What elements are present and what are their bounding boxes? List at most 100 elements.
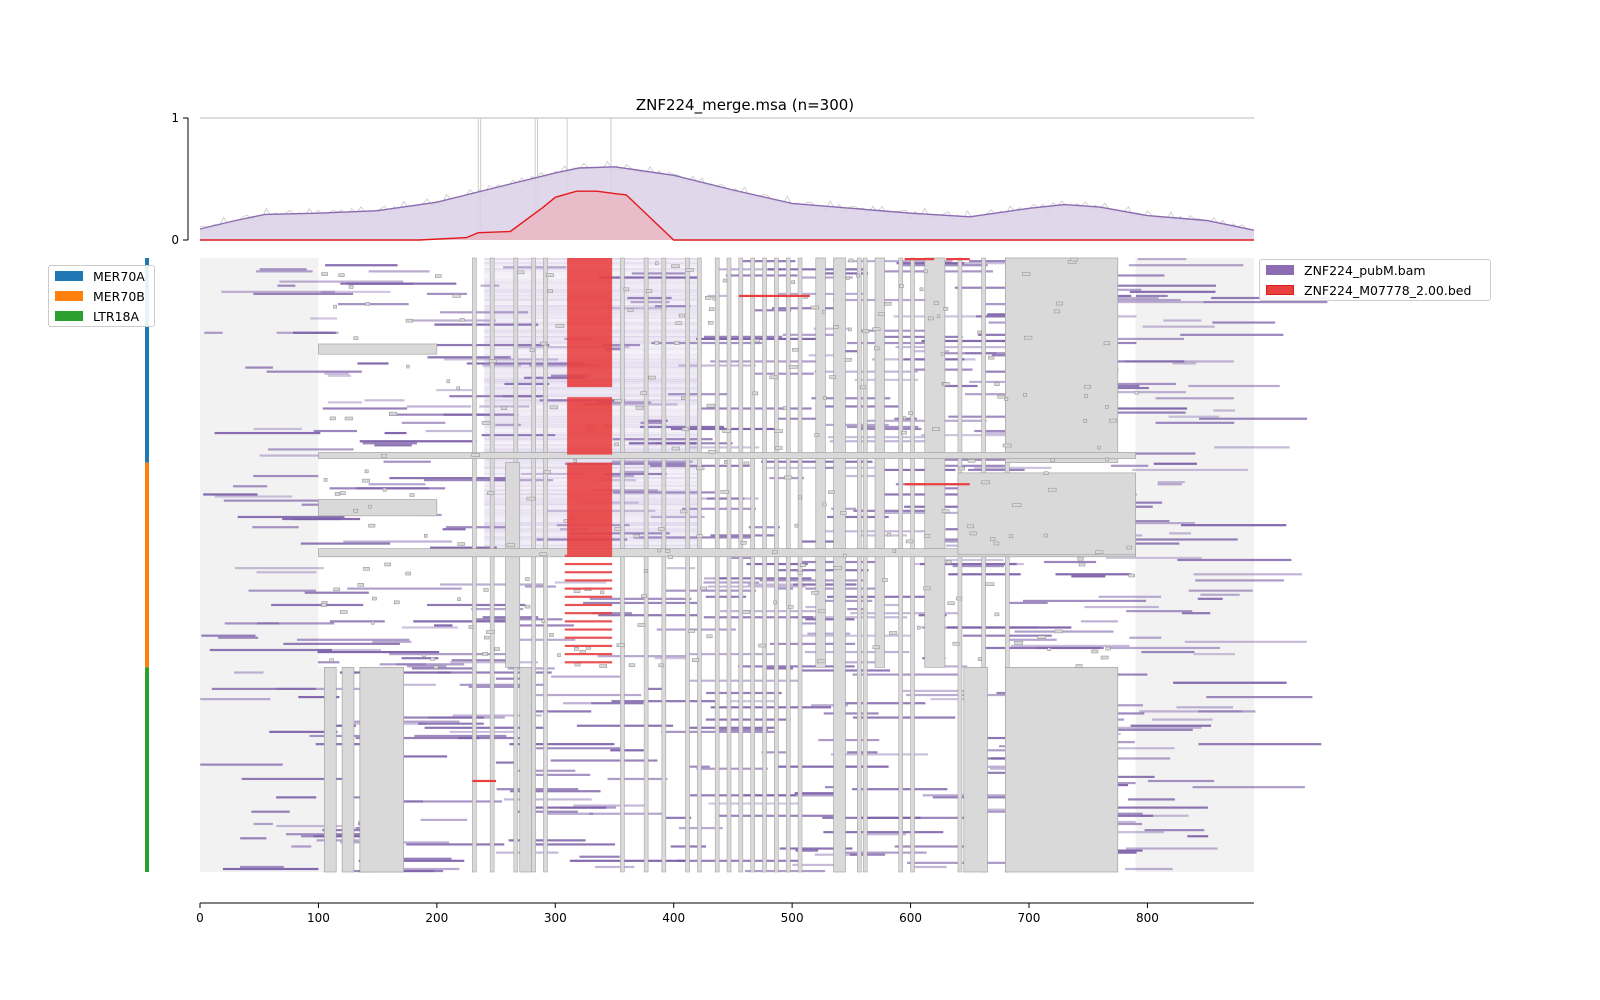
- read-bar: [390, 867, 460, 871]
- gap-block: [963, 667, 988, 873]
- gap-fragment: [1084, 394, 1088, 398]
- gap-fragment: [557, 653, 561, 657]
- read-bar: [523, 773, 591, 776]
- motif-hit: [567, 540, 613, 543]
- read-bar: [689, 726, 777, 729]
- motif-hit: [564, 612, 613, 615]
- read-bar: [687, 446, 760, 449]
- gap-fragment: [348, 285, 354, 289]
- read-bar: [383, 460, 431, 463]
- legend-label: LTR18A: [93, 308, 140, 324]
- read-bar: [241, 777, 350, 781]
- gap-fragment: [792, 347, 799, 352]
- gap-fragment: [773, 600, 777, 605]
- coverage-line-bed: [200, 190, 1254, 241]
- motif-hit: [567, 325, 613, 328]
- gap-fragment: [772, 550, 778, 554]
- read-bar: [894, 845, 967, 848]
- motif-hit: [567, 384, 613, 388]
- gap-fragment: [794, 523, 799, 528]
- motif-hit: [567, 462, 613, 465]
- gap-fragment: [353, 336, 359, 340]
- read-bar: [968, 468, 1025, 472]
- gap-fragment: [966, 524, 974, 529]
- gap-column: [862, 257, 868, 873]
- gap-fragment: [372, 596, 377, 601]
- motif-hit: [567, 329, 613, 332]
- read-bar: [931, 665, 968, 668]
- read-bar: [932, 796, 1049, 799]
- track-legend: ZNF224_pubM.bam ZNF224_M07778_2.00.bed: [1259, 259, 1491, 301]
- read-bar: [696, 337, 816, 341]
- motif-hit: [567, 434, 613, 437]
- read-bar: [920, 262, 1014, 265]
- motif-hit: [567, 503, 613, 506]
- gap-fragment: [927, 316, 934, 321]
- gap-fragment: [655, 261, 659, 265]
- gap-fragment: [969, 531, 977, 536]
- motif-hit: [567, 444, 613, 447]
- read-bar: [906, 693, 1021, 697]
- gap-fragment: [635, 405, 644, 410]
- motif-hit: [567, 409, 613, 412]
- x-tick-label: 800: [1136, 911, 1159, 925]
- read-bar: [471, 607, 524, 611]
- motif-hit: [567, 440, 613, 443]
- read-bar: [401, 421, 446, 424]
- gap-fragment: [435, 274, 442, 278]
- gap-fragment: [371, 621, 375, 625]
- read-bar: [1071, 575, 1106, 578]
- motif-hit: [567, 487, 613, 490]
- read-bar: [237, 515, 345, 519]
- gap-fragment: [1077, 556, 1084, 561]
- legend-label: ZNF224_M07778_2.00.bed: [1304, 282, 1472, 298]
- group-bar-mer70a: [145, 258, 149, 463]
- gap-block: [833, 257, 846, 873]
- gap-fragment: [933, 301, 939, 305]
- read-bar: [859, 816, 983, 819]
- read-bar: [611, 460, 693, 463]
- read-bar: [710, 534, 776, 537]
- gap-fragment: [614, 442, 619, 447]
- read-bar: [877, 335, 963, 338]
- read-bar: [631, 272, 685, 275]
- gap-fragment: [406, 364, 410, 369]
- read-bar: [524, 376, 585, 379]
- read-bar: [329, 620, 385, 623]
- read-bar: [427, 356, 512, 359]
- read-bar: [524, 585, 556, 588]
- read-bar: [818, 738, 880, 742]
- read-bar: [594, 865, 635, 869]
- gap-fragment: [769, 375, 779, 380]
- gap-fragment: [641, 594, 648, 598]
- read-bar: [442, 528, 466, 531]
- motif-hit: [567, 350, 613, 353]
- signal-haze: [484, 395, 698, 397]
- gap-fragment: [645, 289, 653, 293]
- read-bar: [590, 702, 644, 705]
- gap-fragment: [487, 491, 495, 495]
- gap-column: [910, 257, 915, 873]
- gap-block: [1005, 257, 1119, 463]
- read-bar: [354, 720, 460, 723]
- gap-fragment: [923, 586, 931, 591]
- read-bar: [401, 626, 458, 629]
- read-bar: [452, 714, 542, 717]
- motif-hit: [567, 258, 613, 261]
- gap-fragment: [681, 396, 685, 400]
- motif-hit: [567, 466, 613, 469]
- gap-fragment: [574, 662, 581, 667]
- read-bar: [720, 610, 825, 613]
- read-bar: [235, 567, 324, 570]
- motif-hit: [567, 323, 613, 326]
- gap-fragment: [720, 490, 729, 494]
- gap-fragment: [872, 327, 881, 331]
- read-bar: [830, 753, 928, 756]
- read-bar: [253, 822, 273, 826]
- read-bar: [654, 657, 690, 660]
- gap-fragment: [680, 509, 688, 514]
- motif-hit: [567, 438, 613, 441]
- read-bar: [1114, 315, 1137, 318]
- gap-fragment: [990, 537, 996, 541]
- read-bar: [654, 305, 691, 308]
